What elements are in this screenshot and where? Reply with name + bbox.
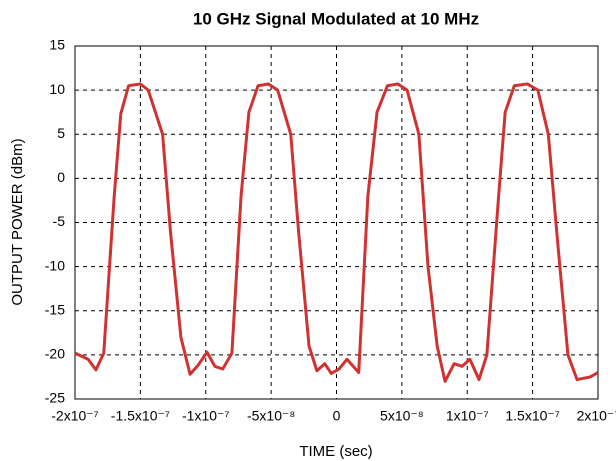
y-tick-label: 10 [49, 81, 65, 97]
y-tick-label: 15 [49, 37, 65, 53]
plot-frame [74, 45, 599, 400]
x-tick-label: 2x10⁻⁷ [577, 408, 616, 424]
x-tick-label: 1.5x10⁻⁷ [505, 408, 560, 424]
x-tick-label: -2x10⁻⁷ [51, 408, 98, 424]
x-tick-label: 0 [333, 408, 341, 424]
y-tick-label: -5 [53, 213, 66, 229]
y-tick-label: 0 [57, 169, 65, 185]
x-tick-label: -1.5x10⁻⁷ [111, 408, 170, 424]
x-tick-label: 5x10⁻⁸ [380, 408, 424, 424]
y-tick-label: -10 [45, 257, 65, 273]
y-axis-label: OUTPUT POWER (dBm) [9, 138, 26, 305]
y-tick-label: -25 [45, 390, 65, 406]
data-line [74, 82, 599, 383]
x-axis-label: TIME (sec) [299, 443, 372, 460]
y-tick-label: -15 [45, 301, 65, 317]
x-tick-label: -5x10⁻⁸ [247, 408, 295, 424]
x-tick-label: 1x10⁻⁷ [446, 408, 489, 424]
x-tick-label: -1x10⁻⁷ [182, 408, 229, 424]
chart-title: 10 GHz Signal Modulated at 10 MHz [193, 9, 479, 28]
y-tick-label: -20 [45, 346, 65, 362]
y-tick-label: 5 [57, 125, 65, 141]
